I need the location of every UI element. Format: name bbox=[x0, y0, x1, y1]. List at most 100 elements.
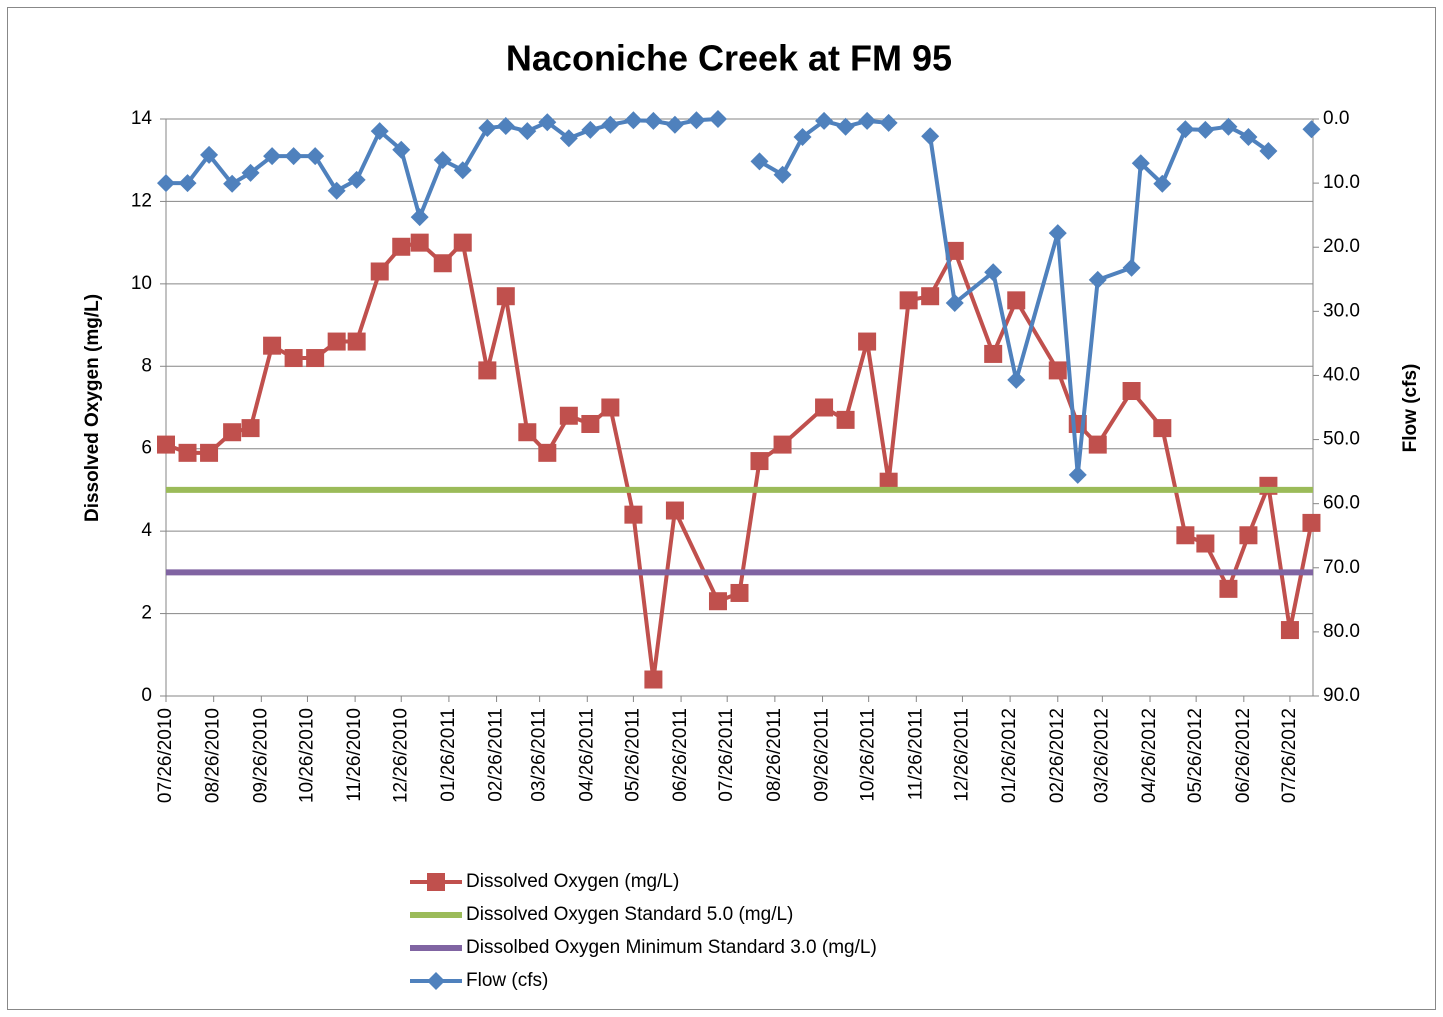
x-tick-label: 01/26/2011 bbox=[438, 708, 459, 802]
y-tick-label: 6 bbox=[141, 438, 152, 459]
data-point bbox=[157, 435, 175, 454]
data-point bbox=[899, 291, 918, 310]
y2-axis-title: Flow (cfs) bbox=[1400, 364, 1421, 453]
y2-tick-label: 10.0 bbox=[1323, 172, 1360, 193]
data-point bbox=[921, 287, 940, 306]
data-point bbox=[708, 592, 727, 611]
x-tick-labels: 07/26/2010 08/26/2010 09/26/2010 10/26/2010… bbox=[155, 708, 1300, 803]
data-point bbox=[1007, 370, 1026, 389]
y2-tick-label: 20.0 bbox=[1323, 236, 1360, 257]
data-point bbox=[644, 111, 663, 130]
data-point bbox=[327, 181, 346, 200]
data-point bbox=[665, 115, 684, 134]
y-tick-label: 2 bbox=[141, 603, 152, 624]
x-tick-label: 02/26/2012 bbox=[1047, 708, 1068, 803]
x-tick-label: 11/26/2011 bbox=[905, 708, 926, 800]
data-point bbox=[157, 174, 175, 193]
y-tick-label: 8 bbox=[141, 355, 152, 376]
data-point bbox=[773, 165, 792, 184]
data-point bbox=[410, 208, 429, 227]
data-point bbox=[815, 111, 834, 130]
y2-tick-label: 80.0 bbox=[1323, 621, 1360, 642]
y2-tick-label: 0.0 bbox=[1323, 108, 1349, 129]
y-tick-label: 4 bbox=[141, 520, 152, 541]
data-point bbox=[836, 410, 855, 429]
x-tick-label: 11/26/2010 bbox=[344, 708, 365, 802]
x-tick-label: 05/26/2011 bbox=[622, 708, 643, 802]
data-point bbox=[178, 443, 197, 462]
data-point bbox=[624, 505, 643, 524]
data-point bbox=[410, 233, 429, 252]
data-point bbox=[306, 349, 325, 368]
x-tick-label: 05/26/2012 bbox=[1185, 708, 1206, 803]
data-point bbox=[793, 127, 812, 146]
data-point bbox=[200, 443, 219, 462]
x-tick-label: 04/26/2011 bbox=[576, 708, 597, 802]
data-point bbox=[223, 423, 242, 442]
data-point bbox=[665, 501, 684, 520]
data-point bbox=[1259, 142, 1278, 161]
data-point bbox=[879, 472, 898, 491]
data-point bbox=[559, 406, 578, 425]
data-point bbox=[815, 398, 834, 417]
data-point bbox=[347, 332, 366, 351]
data-point bbox=[1196, 120, 1215, 139]
y-tick-label: 12 bbox=[131, 190, 152, 211]
data-point bbox=[730, 583, 749, 602]
data-point bbox=[453, 161, 472, 180]
data-point bbox=[984, 263, 1003, 282]
x-tick-label: 06/26/2012 bbox=[1233, 708, 1254, 803]
data-point bbox=[708, 110, 727, 128]
x-tick-label: 02/26/2011 bbox=[486, 708, 507, 802]
y2-tick-label: 70.0 bbox=[1323, 557, 1360, 578]
data-point bbox=[1239, 127, 1258, 146]
data-point bbox=[624, 111, 643, 130]
chart-frame bbox=[7, 7, 1436, 1010]
data-point bbox=[921, 127, 940, 146]
y2-tick-label: 40.0 bbox=[1323, 364, 1360, 385]
x-tick-label: 08/26/2010 bbox=[203, 708, 224, 803]
legend-label: Flow (cfs) bbox=[466, 970, 548, 991]
legend-marker bbox=[427, 972, 445, 990]
data-point bbox=[263, 147, 282, 166]
data-point bbox=[1122, 258, 1141, 277]
data-point bbox=[241, 163, 260, 182]
data-point bbox=[1131, 154, 1150, 173]
data-point bbox=[453, 233, 472, 252]
data-point bbox=[327, 332, 346, 351]
x-tick-label: 03/26/2011 bbox=[529, 708, 550, 802]
data-point bbox=[496, 287, 515, 306]
data-point bbox=[1239, 526, 1258, 545]
data-point bbox=[581, 414, 600, 433]
data-point bbox=[858, 111, 877, 130]
data-point bbox=[200, 145, 219, 164]
data-point bbox=[1176, 120, 1195, 139]
data-point bbox=[496, 117, 515, 136]
legend-label: Dissolved Oxygen (mg/L) bbox=[466, 871, 679, 892]
data-point bbox=[601, 398, 620, 417]
x-tick-label: 01/26/2012 bbox=[999, 708, 1020, 803]
data-point bbox=[601, 115, 620, 134]
data-point bbox=[750, 152, 769, 171]
y2-tick-label: 30.0 bbox=[1323, 300, 1360, 321]
data-point bbox=[836, 117, 855, 136]
x-tick-label: 10/26/2010 bbox=[296, 708, 317, 803]
x-tick-label: 08/26/2011 bbox=[764, 708, 785, 802]
data-point bbox=[478, 361, 497, 380]
data-point bbox=[879, 113, 898, 132]
data-point bbox=[1007, 291, 1026, 310]
data-point bbox=[1153, 174, 1172, 193]
data-point bbox=[1048, 361, 1067, 380]
data-point bbox=[178, 174, 197, 193]
data-point bbox=[392, 140, 411, 159]
data-point bbox=[687, 111, 706, 130]
data-point bbox=[223, 174, 242, 193]
x-tick-label: 10/26/2011 bbox=[858, 708, 879, 802]
data-point bbox=[1302, 120, 1321, 139]
data-point bbox=[945, 293, 964, 312]
data-point bbox=[1302, 513, 1321, 532]
chart-title: Naconiche Creek at FM 95 bbox=[506, 38, 952, 79]
data-point bbox=[284, 147, 303, 166]
x-tick-label: 03/26/2012 bbox=[1091, 708, 1112, 803]
